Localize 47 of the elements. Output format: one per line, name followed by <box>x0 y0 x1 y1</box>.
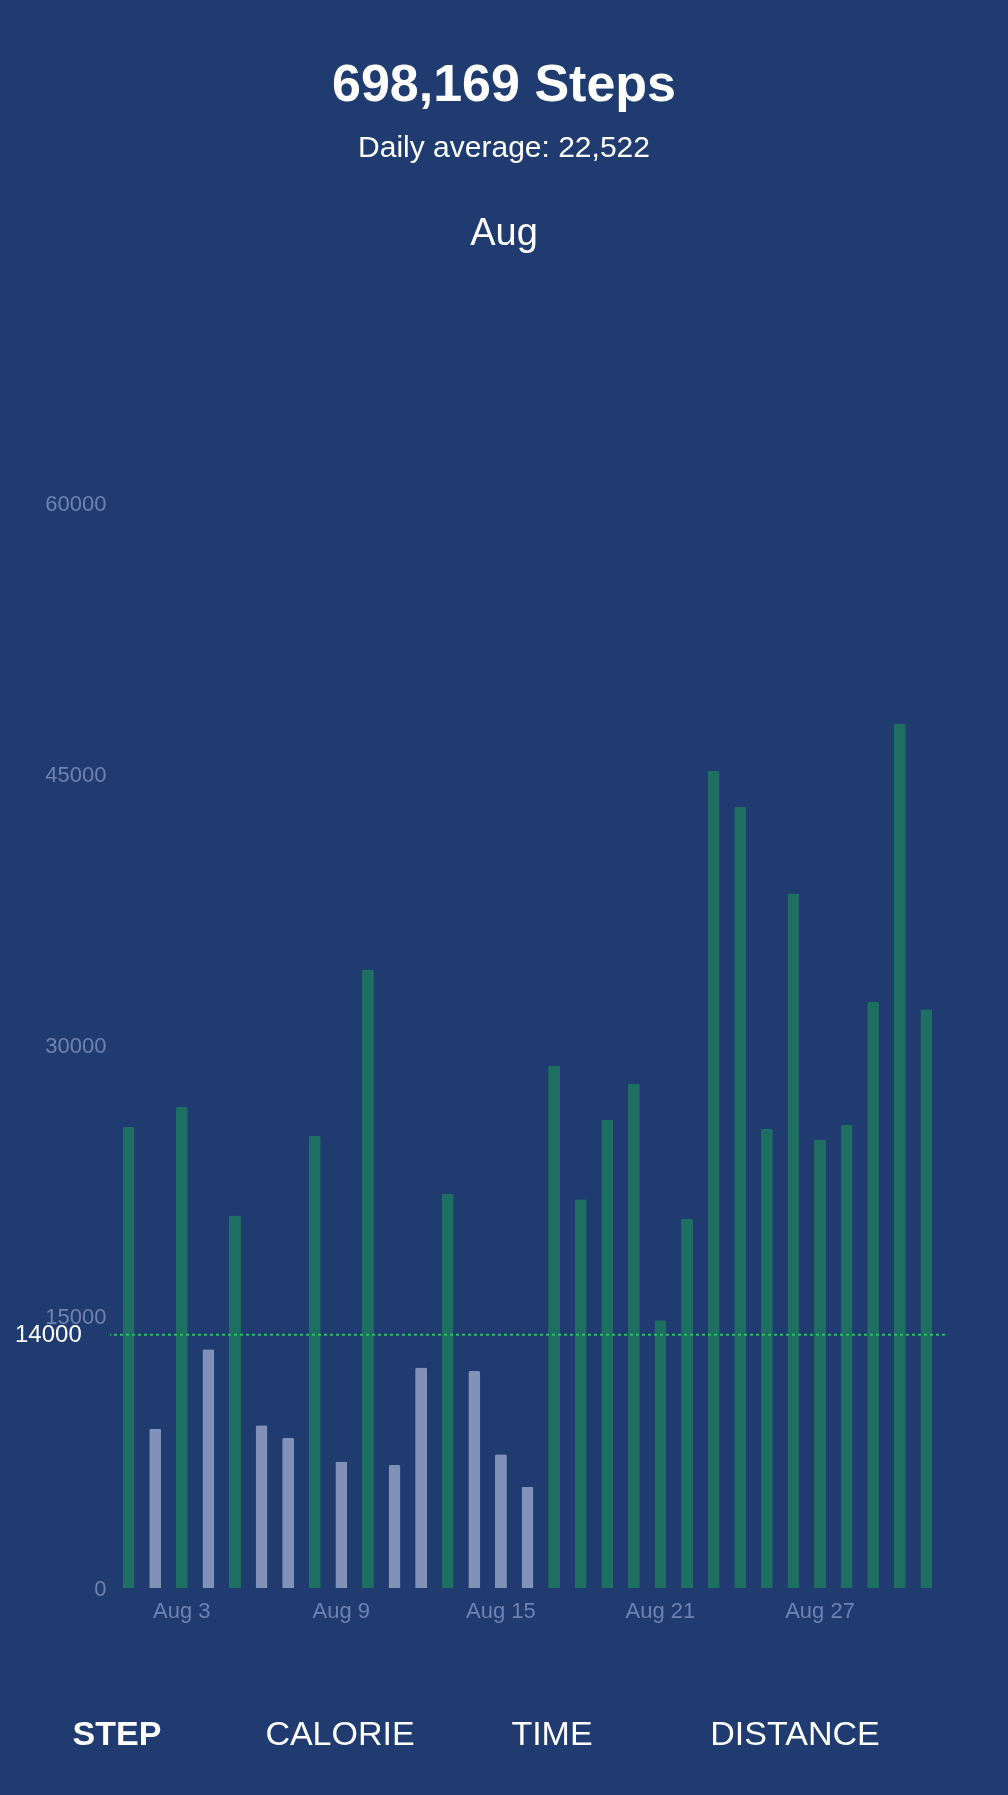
bar <box>734 806 747 1588</box>
text: STEP <box>72 1714 162 1752</box>
bar <box>308 1135 321 1588</box>
bar <box>760 1128 773 1588</box>
bar <box>122 1126 135 1588</box>
bar <box>840 1125 853 1588</box>
x-tick-label: Aug 21 <box>625 1597 696 1623</box>
bar <box>920 1009 933 1588</box>
bar <box>681 1219 694 1588</box>
y-tick-label: 60000 <box>45 490 107 516</box>
bar <box>255 1425 268 1588</box>
bar <box>441 1193 454 1588</box>
text: CALORIE <box>265 1714 415 1752</box>
bar <box>654 1320 667 1588</box>
bar <box>627 1083 640 1588</box>
x-tick-label: Aug 15 <box>466 1597 536 1623</box>
bar <box>521 1486 534 1588</box>
y-tick-label: 45000 <box>45 761 107 787</box>
text: TIME <box>511 1714 593 1752</box>
bar <box>335 1461 348 1588</box>
bar <box>601 1119 614 1588</box>
bar <box>388 1465 401 1588</box>
x-tick-label: Aug 27 <box>785 1597 855 1623</box>
bar <box>468 1371 481 1588</box>
bar <box>548 1065 561 1588</box>
bar <box>149 1428 162 1588</box>
y-tick-label: 30000 <box>45 1033 107 1058</box>
bar <box>228 1215 241 1588</box>
chart-subtitle: Daily average: 22,522 <box>358 130 650 163</box>
x-tick-label: Aug 9 <box>312 1597 371 1623</box>
y-tick-label: 0 <box>94 1575 107 1601</box>
text: DISTANCE <box>710 1714 880 1752</box>
bar <box>893 723 906 1588</box>
bar <box>707 770 720 1588</box>
bar <box>282 1437 295 1588</box>
bar <box>175 1106 188 1588</box>
bar <box>415 1367 428 1588</box>
bar <box>494 1454 507 1588</box>
bar <box>867 1002 880 1588</box>
chart-title: 698,169 Steps <box>331 54 677 112</box>
text: Aug <box>470 211 538 253</box>
bar <box>787 893 800 1588</box>
bar <box>574 1199 587 1588</box>
bar <box>202 1349 215 1588</box>
bar <box>814 1139 827 1588</box>
bar <box>361 969 374 1588</box>
x-tick-label: Aug 3 <box>153 1597 211 1623</box>
